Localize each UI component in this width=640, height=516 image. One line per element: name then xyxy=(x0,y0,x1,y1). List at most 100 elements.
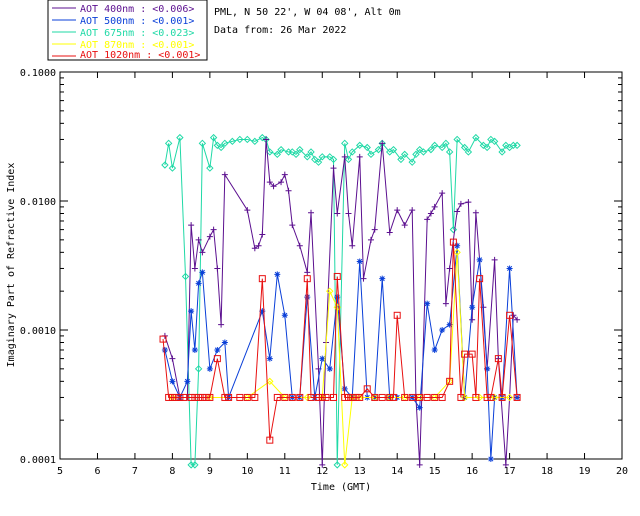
data-point-diamond xyxy=(168,164,177,172)
y-axis-label: Imaginary Part of Refractive Index xyxy=(6,163,17,368)
data-point-asterisk xyxy=(439,327,446,333)
data-point-diamond xyxy=(307,148,315,156)
data-point-square xyxy=(202,393,210,401)
data-point-square xyxy=(195,393,203,401)
data-point-square xyxy=(498,393,506,401)
data-point-plus xyxy=(319,461,326,468)
data-point-plus xyxy=(334,210,341,217)
legend-label-1: AOT 500nm : <0.001> xyxy=(80,16,194,27)
data-point-asterisk xyxy=(379,275,386,282)
data-point-plus xyxy=(304,269,311,276)
data-point-asterisk xyxy=(487,456,494,462)
data-point-diamond xyxy=(266,377,274,386)
x-tick-label: 20 xyxy=(616,466,628,477)
data-point-square xyxy=(363,385,371,393)
data-point-plus xyxy=(191,265,198,272)
data-point-diamond xyxy=(277,145,285,154)
data-point-plus xyxy=(296,242,303,249)
data-point-diamond xyxy=(198,139,207,148)
data-point-diamond xyxy=(475,393,484,402)
data-point-diamond xyxy=(341,461,349,469)
data-point-plus xyxy=(263,136,270,143)
data-point-plus xyxy=(281,171,288,178)
data-point-diamond xyxy=(356,141,364,150)
data-point-diamond xyxy=(449,225,458,234)
legend-label-2: AOT 675nm : <0.023> xyxy=(80,28,194,39)
data-point-asterisk xyxy=(416,404,423,411)
data-point-square xyxy=(206,393,214,401)
data-point-asterisk xyxy=(356,258,363,265)
data-point-plus xyxy=(457,200,464,207)
data-point-diamond xyxy=(303,153,311,161)
data-point-diamond xyxy=(460,393,469,402)
data-point-diamond xyxy=(464,148,473,156)
legend-entry-0: AOT 400nm : <0.006> xyxy=(52,4,194,15)
data-point-square xyxy=(236,393,244,401)
data-point-square xyxy=(352,393,360,401)
data-point-diamond xyxy=(513,141,521,150)
data-point-asterisk xyxy=(326,365,333,372)
series-aot-870nm xyxy=(168,248,514,469)
data-point-square xyxy=(356,393,364,401)
data-point-square xyxy=(416,393,424,401)
data-point-plus xyxy=(218,321,225,328)
data-point-square xyxy=(487,393,495,401)
data-point-square xyxy=(476,275,484,283)
data-point-square xyxy=(187,393,195,401)
data-point-diamond xyxy=(161,161,169,169)
data-point-plus xyxy=(442,300,449,307)
data-point-diamond xyxy=(427,145,435,154)
data-point-square xyxy=(221,393,229,401)
data-point-square xyxy=(225,393,233,401)
data-point-diamond xyxy=(333,461,341,469)
x-tick-label: 19 xyxy=(579,466,591,477)
data-point-square xyxy=(468,350,476,358)
series-aot-500nm xyxy=(161,242,521,462)
data-point-plus xyxy=(251,245,258,252)
data-point-square xyxy=(180,393,188,401)
data-point-diamond xyxy=(191,461,199,469)
data-point-plus xyxy=(401,222,408,229)
data-point-square xyxy=(483,393,491,401)
data-point-square xyxy=(330,393,338,401)
data-point-plus xyxy=(472,209,479,216)
data-point-diamond xyxy=(206,164,214,172)
data-point-diamond xyxy=(487,135,495,144)
data-point-diamond xyxy=(367,150,375,159)
data-point-square xyxy=(258,275,266,283)
data-point-square xyxy=(213,355,221,363)
data-point-diamond xyxy=(430,141,439,150)
data-point-plus xyxy=(195,236,202,243)
data-point-asterisk xyxy=(206,365,213,372)
data-point-diamond xyxy=(176,133,184,142)
data-point-square xyxy=(438,393,446,401)
x-tick-label: 13 xyxy=(354,466,366,477)
series-aot-675nm xyxy=(161,133,521,469)
legend-entry-4: AOT 1020nm : <0.001> xyxy=(52,50,200,61)
data-point-square xyxy=(176,393,184,401)
data-point-plus xyxy=(379,140,386,147)
data-point-square xyxy=(401,393,409,401)
data-point-plus xyxy=(502,461,509,468)
x-tick-label: 9 xyxy=(207,466,213,477)
data-point-diamond xyxy=(374,145,383,154)
y-tick-label: 0.1000 xyxy=(20,68,56,79)
data-point-asterisk xyxy=(454,242,461,249)
data-point-asterisk xyxy=(199,269,206,276)
data-point-square xyxy=(318,393,326,401)
data-point-plus xyxy=(427,210,434,217)
data-point-square xyxy=(243,393,251,401)
data-point-plus xyxy=(360,275,367,282)
data-point-square xyxy=(371,393,379,401)
data-point-plus xyxy=(259,231,266,238)
legend-entry-3: AOT 870nm : <0.001> xyxy=(52,40,194,51)
data-point-square xyxy=(423,393,431,401)
data-point-diamond xyxy=(209,133,218,142)
data-point-asterisk xyxy=(506,265,513,272)
data-point-diamond xyxy=(236,135,244,144)
x-tick-label: 11 xyxy=(279,466,291,477)
data-point-diamond xyxy=(438,143,446,152)
data-point-square xyxy=(165,393,173,401)
series-line xyxy=(162,242,518,441)
